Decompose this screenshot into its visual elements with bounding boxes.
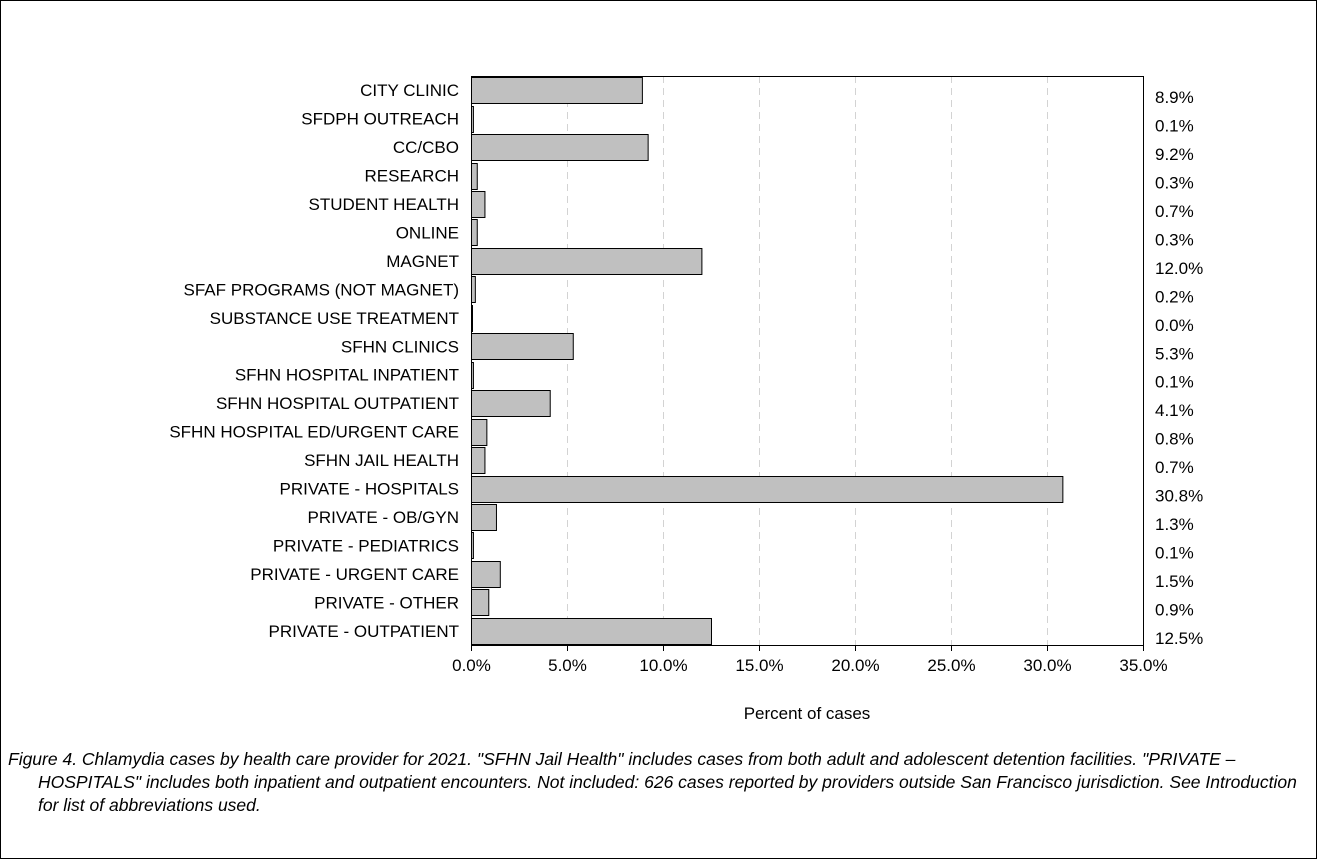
value-label: 0.7% [1155, 202, 1194, 221]
category-label: PRIVATE - HOSPITALS [280, 480, 459, 499]
x-tick-label: 35.0% [1119, 656, 1167, 675]
category-label: PRIVATE - URGENT CARE [250, 565, 459, 584]
category-label: CC/CBO [393, 138, 459, 157]
category-label: PRIVATE - PEDIATRICS [273, 536, 459, 555]
x-tick-label: 0.0% [452, 656, 491, 675]
bar [472, 562, 501, 588]
value-label: 30.8% [1155, 487, 1203, 506]
category-label: SFHN HOSPITAL OUTPATIENT [216, 394, 459, 413]
category-label: STUDENT HEALTH [308, 195, 459, 214]
bar [472, 164, 478, 190]
category-label: SFDPH OUTREACH [301, 110, 459, 129]
value-label: 0.8% [1155, 430, 1194, 449]
value-label: 0.1% [1155, 117, 1194, 136]
bar [472, 391, 551, 417]
value-label: 0.7% [1155, 458, 1194, 477]
value-label: 12.0% [1155, 259, 1203, 278]
bar-chart: CITY CLINIC SFDPH OUTREACH CC/CBO RESEARCH S… [0, 0, 1317, 740]
category-label: SFHN CLINICS [341, 337, 459, 356]
category-label: PRIVATE - OUTPATIENT [269, 622, 459, 641]
x-tick-label: 5.0% [548, 656, 587, 675]
bar [472, 78, 643, 104]
value-label: 0.3% [1155, 230, 1194, 249]
value-label: 0.3% [1155, 174, 1194, 193]
x-tick-label: 15.0% [735, 656, 783, 675]
grid-lines [568, 76, 1048, 645]
bar [472, 448, 485, 474]
category-label: SFAF PROGRAMS (NOT MAGNET) [184, 280, 459, 299]
x-tick-label: 30.0% [1023, 656, 1071, 675]
bar [472, 420, 487, 446]
bar [472, 590, 489, 616]
category-label: SFHN HOSPITAL ED/URGENT CARE [169, 423, 459, 442]
value-label: 4.1% [1155, 401, 1194, 420]
category-label: SFHN JAIL HEALTH [304, 451, 459, 470]
category-label: RESEARCH [365, 167, 459, 186]
bar [472, 505, 497, 531]
category-label: PRIVATE - OTHER [314, 593, 459, 612]
figure-caption: Figure 4. Chlamydia cases by health care… [8, 748, 1308, 817]
value-label: 12.5% [1155, 629, 1203, 648]
plot-border [472, 77, 1144, 646]
bar [472, 619, 712, 645]
x-axis-title: Percent of cases [744, 704, 871, 723]
category-label: SFHN HOSPITAL INPATIENT [235, 366, 459, 385]
value-labels: 8.9% 0.1% 9.2% 0.3% 0.7% 0.3% 12.0% 0.2% 0.0% 5.3… [1155, 88, 1203, 648]
bar [472, 477, 1063, 503]
bar [472, 277, 476, 303]
category-labels: CITY CLINIC SFDPH OUTREACH CC/CBO RESEARCH S… [169, 81, 459, 641]
value-label: 0.1% [1155, 543, 1194, 562]
value-label: 0.2% [1155, 287, 1194, 306]
category-label: SUBSTANCE USE TREATMENT [210, 309, 459, 328]
category-label: ONLINE [396, 223, 459, 242]
bars [472, 78, 1063, 645]
x-tick-label: 10.0% [639, 656, 687, 675]
value-label: 0.9% [1155, 600, 1194, 619]
category-label: MAGNET [386, 252, 459, 271]
category-label: CITY CLINIC [360, 81, 459, 100]
value-label: 8.9% [1155, 88, 1194, 107]
x-tick-label: 25.0% [927, 656, 975, 675]
value-label: 1.3% [1155, 515, 1194, 534]
x-axis-ticks: 0.0% 5.0% 10.0% 15.0% 20.0% 25.0% 30.0% 35.0% [452, 645, 1167, 675]
bar [472, 220, 478, 246]
x-tick-label: 20.0% [831, 656, 879, 675]
value-label: 0.0% [1155, 316, 1194, 335]
value-label: 5.3% [1155, 344, 1194, 363]
category-label: PRIVATE - OB/GYN [308, 508, 459, 527]
value-label: 0.1% [1155, 373, 1194, 392]
bar [472, 334, 574, 360]
value-label: 1.5% [1155, 572, 1194, 591]
bar [472, 135, 649, 161]
bar [472, 249, 702, 275]
value-label: 9.2% [1155, 145, 1194, 164]
bar [472, 192, 485, 218]
